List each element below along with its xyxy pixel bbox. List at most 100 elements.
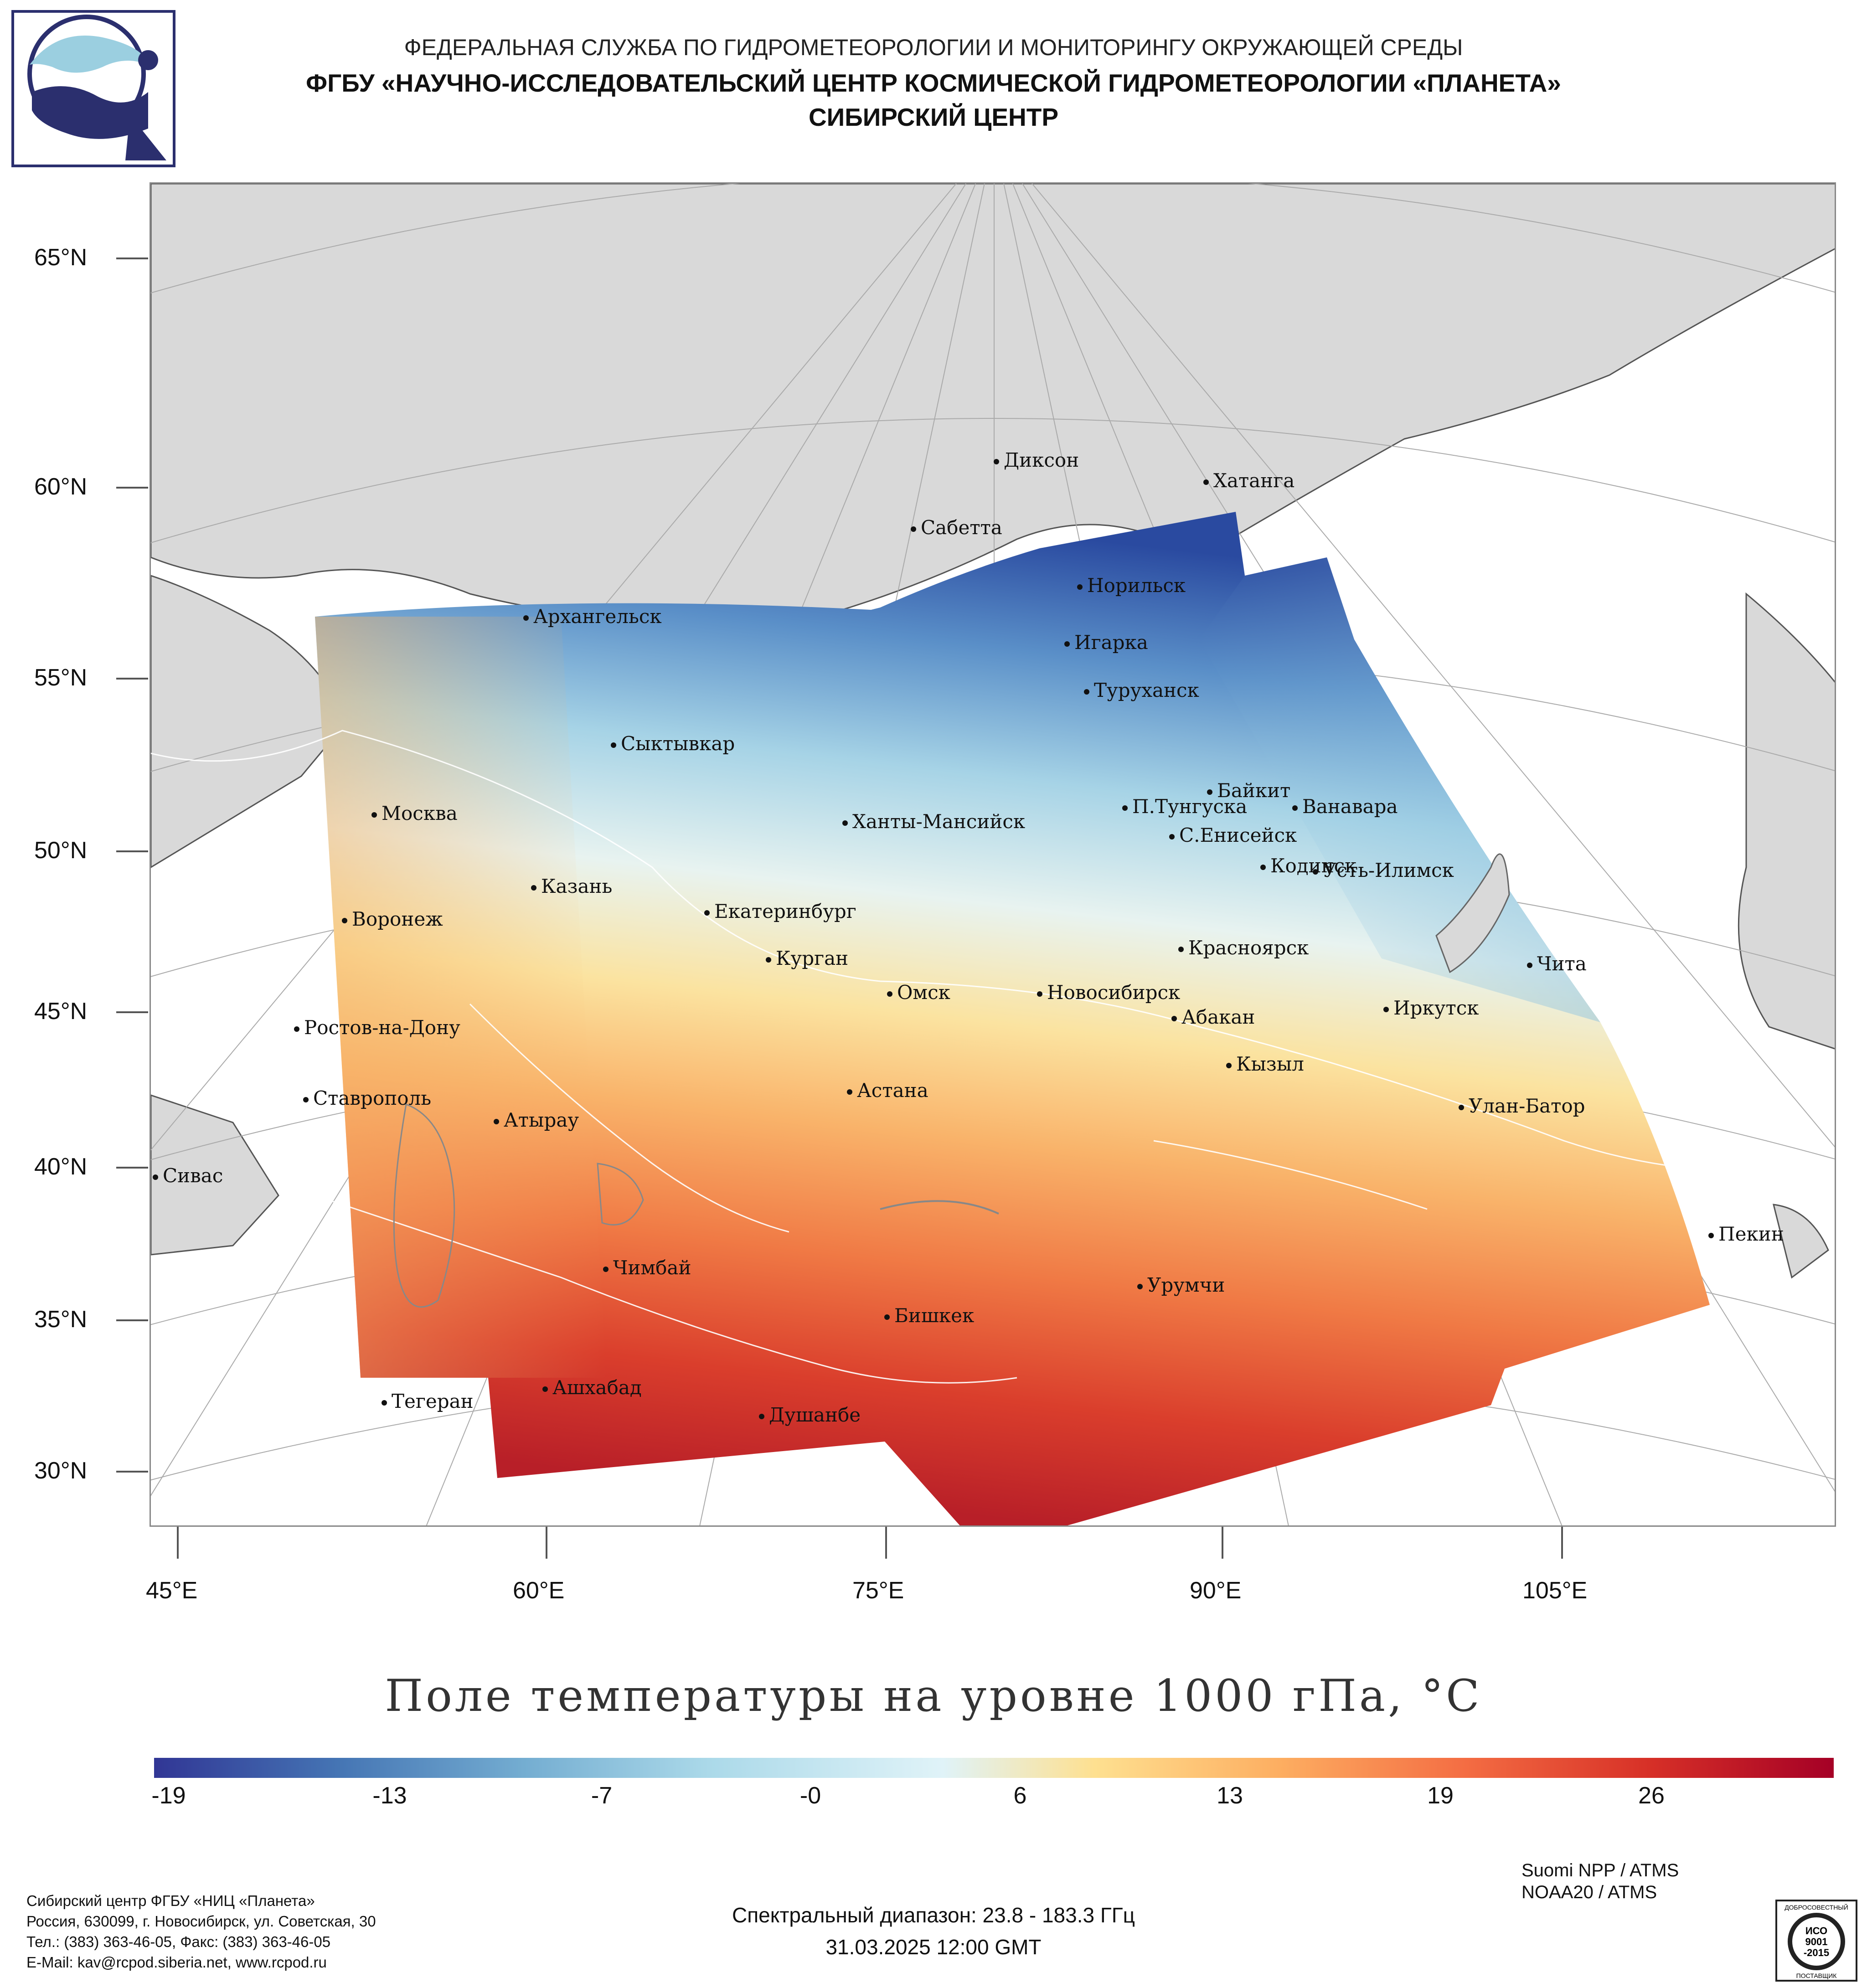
lat-label-35: 35°N [34, 1306, 88, 1333]
city-bishkek: Бишкек [884, 1304, 974, 1327]
lat-tick [116, 1319, 148, 1321]
temperature-map [150, 182, 1836, 1527]
city-dot [371, 812, 377, 818]
city-dot [542, 1386, 548, 1392]
city-label: Хатанга [1213, 469, 1295, 492]
city-dot [342, 918, 347, 923]
lat-label-40: 40°N [34, 1154, 88, 1180]
city-dot [1313, 869, 1318, 875]
instruments-block: Suomi NPP / ATMS NOAA20 / ATMS [1521, 1859, 1679, 1903]
city-tehran: Тегеран [382, 1390, 474, 1412]
city-label: Екатеринбург [714, 900, 856, 922]
lat-label-60: 60°N [34, 474, 88, 500]
city-dot [1084, 689, 1089, 695]
planeta-logo [11, 10, 175, 167]
city-stavropol: Ставрополь [303, 1087, 431, 1109]
city-label: Усть-Илимск [1323, 859, 1454, 881]
city-label: Ашхабад [552, 1376, 642, 1399]
city-label: Урумчи [1147, 1274, 1225, 1296]
city-dot [1260, 865, 1266, 870]
city-ust-ilimsk: Усть-Илимск [1313, 859, 1454, 881]
org-name: Сибирский центр ФГБУ «НИЦ «Планета» [26, 1892, 315, 1909]
iso-certificate-badge: ДОБРОСОВЕСТНЫЙ ИСО 9001 -2015 ПОСТАВЩИК [1775, 1900, 1857, 1982]
lat-tick [116, 1471, 148, 1473]
iso-top-text: ДОБРОСОВЕСТНЫЙ [1784, 1903, 1848, 1911]
city-dot [531, 885, 536, 891]
city-dot [1292, 805, 1298, 811]
map-title: Поле температуры на уровне 1000 гПа, °C [385, 1670, 1482, 1721]
org-phone: Тел.: (383) 363-46-05, Факс: (383) 363-4… [26, 1933, 331, 1950]
iso-standard: ИСО [1805, 1925, 1827, 1936]
city-voronezh: Воронеж [342, 908, 443, 930]
city-dot [1077, 584, 1083, 590]
city-label: Ростов-на-Дону [304, 1016, 460, 1039]
caspian-sea [393, 1103, 455, 1308]
city-dot [911, 526, 916, 532]
lat-label-30: 30°N [34, 1458, 88, 1484]
city-chimbay: Чимбай [603, 1257, 691, 1279]
city-dot [603, 1267, 609, 1272]
korea-land [1773, 1204, 1829, 1279]
org-contact-block: Сибирский центр ФГБУ «НИЦ «Планета» Росс… [26, 1890, 376, 1973]
city-label: Норильск [1087, 574, 1186, 597]
city-dot [611, 742, 616, 748]
iso-bottom-text: ПОСТАВЩИК [1796, 1972, 1837, 1979]
city-beijing: Пекин [1708, 1223, 1784, 1245]
lat-tick [116, 1167, 148, 1169]
city-label: Байкит [1217, 779, 1291, 802]
iso-year: -2015 [1804, 1947, 1829, 1958]
city-sivas: Сивас [153, 1164, 223, 1187]
colorbar [154, 1758, 1834, 1778]
city-dot [1137, 1284, 1143, 1289]
city-atyrau: Атырау [494, 1109, 579, 1131]
city-moscow: Москва [371, 802, 458, 824]
city-label: Тегеран [392, 1390, 474, 1412]
city-label: Курган [776, 947, 849, 969]
city-dot [1226, 1063, 1232, 1068]
city-dushanbe: Душанбе [759, 1404, 861, 1426]
city-omsk: Омск [887, 981, 950, 1004]
lat-tick [116, 850, 148, 852]
observation-datetime: 31.03.2025 12:00 GMT [825, 1935, 1042, 1959]
city-label: Красноярск [1188, 937, 1309, 959]
city-label: Архангельск [533, 605, 662, 628]
lon-label-105: 105°E [1522, 1577, 1588, 1604]
city-rostov: Ростов-на-Дону [294, 1016, 460, 1039]
city-khanty-mansiysk: Ханты-Мансийск [842, 810, 1025, 833]
city-dot [759, 1414, 764, 1419]
arctic-land [151, 184, 1835, 625]
city-dot [842, 820, 848, 826]
lat-label-50: 50°N [34, 837, 88, 864]
city-label: Чимбай [613, 1257, 691, 1279]
city-dot [994, 459, 999, 464]
map-canvas [151, 184, 1835, 1525]
city-norilsk: Норильск [1077, 574, 1186, 597]
city-dot [1459, 1105, 1464, 1110]
org-address: Россия, 630099, г. Новосибирск, ул. Сове… [26, 1913, 376, 1930]
city-vanavara: Ванавара [1292, 795, 1398, 818]
city-label: С.Енисейск [1179, 824, 1297, 846]
city-label: Кызыл [1236, 1053, 1304, 1075]
lon-label-75: 75°E [852, 1577, 904, 1604]
city-ashgabat: Ашхабад [542, 1376, 642, 1399]
colorbar-label: 26 [1638, 1782, 1665, 1809]
city-label: Новосибирск [1047, 981, 1181, 1004]
instrument-npp: Suomi NPP / ATMS [1521, 1860, 1679, 1880]
city-label: Сивас [163, 1164, 223, 1187]
city-s-eniseysk: С.Енисейск [1169, 824, 1297, 846]
city-irkutsk: Иркутск [1383, 997, 1479, 1019]
city-dot [887, 991, 892, 997]
city-kodinsk: Кодинск [1260, 855, 1356, 877]
city-label: Москва [382, 802, 458, 824]
city-chita: Чита [1527, 953, 1587, 975]
city-dot [1383, 1007, 1389, 1012]
city-label: Атырау [504, 1109, 579, 1131]
city-kyzyl: Кызыл [1226, 1053, 1304, 1075]
lon-tick [177, 1527, 179, 1559]
city-abakan: Абакан [1171, 1006, 1255, 1028]
lat-tick [116, 487, 148, 489]
aral-sea [597, 1163, 644, 1226]
balkhash-lake [880, 1200, 999, 1215]
city-label: Иркутск [1393, 997, 1479, 1019]
city-label: Ставрополь [313, 1087, 432, 1109]
